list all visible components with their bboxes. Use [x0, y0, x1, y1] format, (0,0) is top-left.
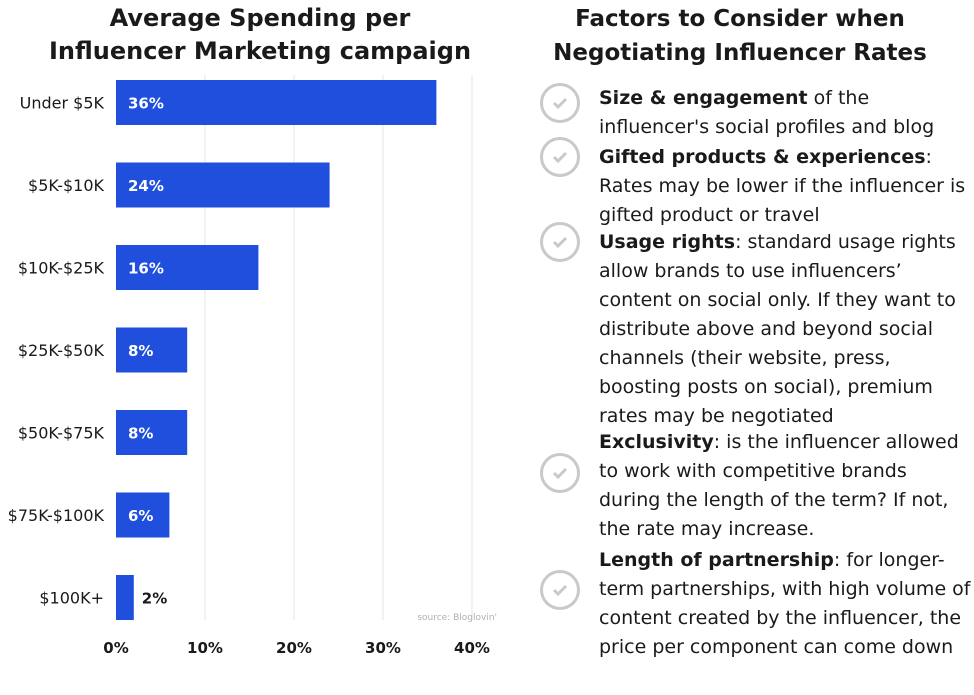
x-tick-label: 10%: [187, 639, 223, 657]
category-label: $75K-$100K: [8, 506, 105, 525]
check-circle-icon: [540, 137, 580, 177]
factor-text: Length of partnership: for longer-term p…: [599, 546, 971, 662]
category-label: $10K-$25K: [18, 259, 105, 278]
factor-heading: Gifted products & experiences: [599, 146, 926, 168]
factor-description: : Rates may be lower if the influencer i…: [599, 146, 966, 226]
value-label: 24%: [128, 177, 164, 195]
bar: [116, 410, 188, 455]
factor-description: : standard usage rights allow brands to …: [599, 231, 956, 427]
check-circle-icon: [540, 83, 580, 123]
x-tick-label: 40%: [454, 639, 490, 657]
value-label: 8%: [128, 342, 153, 360]
factor-description: : is the influencer allowed to work with…: [599, 431, 959, 540]
x-tick-label: 30%: [365, 639, 401, 657]
bar: [116, 492, 170, 538]
factor-text: Usage rights: standard usage rights allo…: [599, 228, 971, 431]
factor-description: : for longer-term partnerships, with hig…: [599, 549, 971, 658]
factor-text: Gifted products & experiences: Rates may…: [599, 143, 971, 230]
chart-title: Average Spending per Influencer Marketin…: [48, 4, 472, 65]
factor-heading: Exclusivity: [599, 431, 714, 453]
x-tick-label: 20%: [276, 639, 312, 657]
factor-heading: Usage rights: [599, 231, 736, 253]
source-note: source: Bloglovin': [417, 613, 497, 623]
value-label: 16%: [128, 260, 164, 278]
category-label: $25K-$50K: [18, 341, 105, 360]
value-label: 36%: [128, 95, 164, 113]
value-label: 6%: [128, 507, 153, 525]
category-label: $50K-$75K: [18, 424, 105, 443]
factor-heading: Length of partnership: [599, 549, 834, 571]
value-label: 2%: [142, 590, 167, 608]
category-label: $100K+: [39, 589, 104, 608]
x-tick-label: 0%: [103, 639, 128, 657]
bar: [116, 162, 330, 208]
value-label: 8%: [128, 425, 153, 443]
check-circle-icon: [540, 570, 580, 610]
factor-text: Exclusivity: is the influencer allowed t…: [599, 428, 971, 544]
check-circle-icon: [540, 222, 580, 262]
bar-chart: Under $5K 36% $5K-$10K 24% $10K-$25K 16% $25K-…: [8, 75, 497, 657]
bar: [116, 327, 188, 373]
factor-text: Size & engagement of the influencer's so…: [599, 84, 971, 142]
factor-heading: Size & engagement: [599, 87, 808, 109]
check-circle-icon: [540, 453, 580, 493]
factors-title: Factors to Consider when Negotiating Inf…: [553, 6, 927, 66]
category-label: $5K-$10K: [28, 176, 104, 195]
bar: [116, 80, 437, 125]
category-label: Under $5K: [20, 94, 105, 113]
bar: [116, 245, 259, 290]
bar: [116, 575, 134, 620]
factor-description: of the influencer's social profiles and …: [599, 87, 935, 138]
